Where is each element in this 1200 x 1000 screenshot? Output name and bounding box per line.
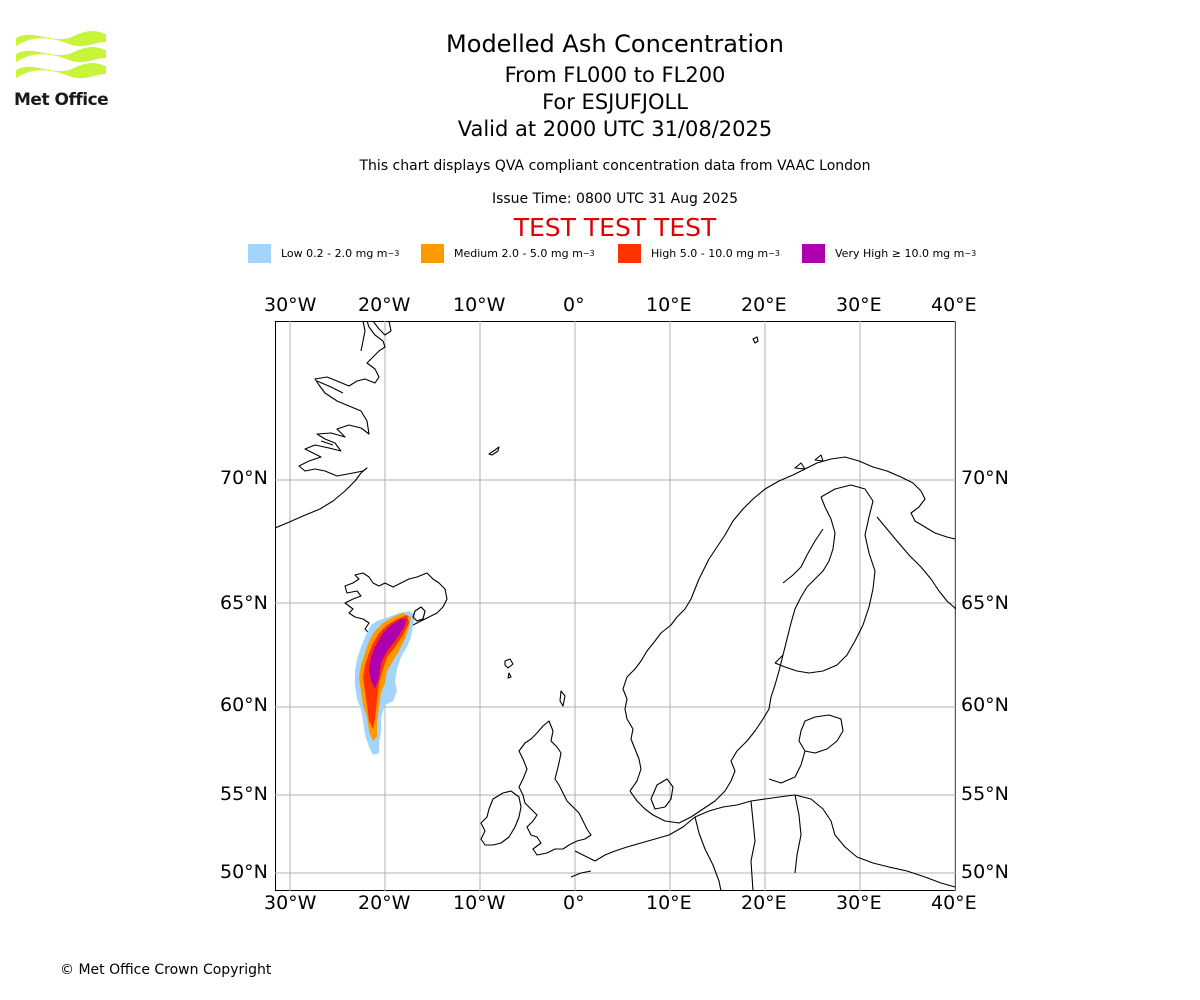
norway-island-1 <box>794 462 806 470</box>
lon-tick-bottom-40e: 40°E <box>931 892 977 914</box>
lat-tick-right-65n: 65°N <box>961 592 1009 614</box>
gulf-of-bothnia-west <box>806 496 836 588</box>
lat-tick-right-50n: 50°N <box>961 861 1009 883</box>
legend-item-high: High 5.0 - 10.0 mg m −3 <box>618 244 780 263</box>
finland-russia-border <box>876 516 956 610</box>
lon-tick-top-30e: 30°E <box>836 294 882 316</box>
lat-tick-left-70n: 70°N <box>220 467 268 489</box>
legend-item-very-high: Very High ≥ 10.0 mg m −3 <box>802 244 976 263</box>
legend-exp-high: −3 <box>768 249 780 258</box>
finland-border <box>774 484 876 674</box>
lon-tick-bottom-10w: 10°W <box>453 892 506 914</box>
lon-tick-top-30w: 30°W <box>264 294 317 316</box>
chart-title: Modelled Ash Concentration <box>446 30 784 58</box>
lat-tick-right-60n: 60°N <box>961 694 1009 716</box>
greenland-fjord <box>360 321 366 352</box>
shetland <box>559 690 566 707</box>
lat-tick-left-60n: 60°N <box>220 694 268 716</box>
greenland-north <box>372 321 392 336</box>
lon-tick-bottom-20w: 20°W <box>358 892 411 914</box>
legend-item-medium: Medium 2.0 - 5.0 mg m −3 <box>421 244 595 263</box>
lon-tick-top-10e: 10°E <box>646 294 692 316</box>
jan-mayen <box>488 446 500 456</box>
legend-swatch-very-high <box>802 244 825 263</box>
border-2 <box>750 800 756 891</box>
greenland-fjord-2 <box>316 380 344 394</box>
issue-time: Issue Time: 0800 UTC 31 Aug 2025 <box>491 191 739 207</box>
legend-exp-low: −3 <box>387 249 400 258</box>
finland-south <box>774 654 784 664</box>
sweden-east-coast <box>629 586 808 824</box>
border-1 <box>694 816 722 891</box>
baltic-states <box>798 714 844 754</box>
legend-label-medium: Medium 2.0 - 5.0 mg m <box>454 247 583 260</box>
chart-description: This chart displays QVA compliant concen… <box>359 158 871 174</box>
lat-tick-left-65n: 65°N <box>220 592 268 614</box>
ash-plume <box>355 611 415 755</box>
copyright-notice: © Met Office Crown Copyright <box>60 962 272 978</box>
logo-text: Met Office <box>14 90 109 110</box>
continental-europe <box>594 794 956 888</box>
bear-island <box>752 336 759 344</box>
lon-tick-bottom-20e: 20°E <box>741 892 787 914</box>
greenland-coast <box>275 321 386 529</box>
legend-swatch-medium <box>421 244 444 263</box>
test-banner: TEST TEST TEST <box>513 213 717 242</box>
met-office-logo: Met Office <box>14 28 109 114</box>
legend-label-high: High 5.0 - 10.0 mg m <box>651 247 769 260</box>
norway-island-2 <box>814 454 824 462</box>
legend-swatch-high <box>618 244 641 263</box>
lat-tick-left-55n: 55°N <box>220 783 268 805</box>
lat-tick-right-55n: 55°N <box>961 783 1009 805</box>
lon-tick-bottom-30e: 30°E <box>836 892 882 914</box>
met-office-waves-icon <box>16 30 106 79</box>
legend-label-very-high: Very High ≥ 10.0 mg m <box>835 247 965 260</box>
legend-label-low: Low 0.2 - 2.0 mg m <box>281 247 388 260</box>
map-frame <box>275 321 956 891</box>
france-coast-2 <box>570 870 592 878</box>
lon-tick-top-20e: 20°E <box>741 294 787 316</box>
ash-map <box>275 321 956 891</box>
gulf-of-bothnia-east <box>782 528 824 584</box>
denmark <box>650 778 674 810</box>
legend-exp-very-high: −3 <box>964 249 977 258</box>
france-coast <box>574 850 596 862</box>
lat-tick-right-70n: 70°N <box>961 467 1009 489</box>
lon-tick-bottom-0: 0° <box>563 892 585 914</box>
legend-exp-medium: −3 <box>582 249 595 258</box>
ireland <box>480 790 522 846</box>
lon-tick-top-10w: 10°W <box>453 294 506 316</box>
flight-level-range: From FL000 to FL200 <box>504 63 726 87</box>
border-3 <box>794 794 802 874</box>
volcano-name: For ESJUFJOLL <box>542 90 688 114</box>
lon-tick-bottom-10e: 10°E <box>646 892 692 914</box>
greenland-fjord-3 <box>320 440 334 446</box>
lon-tick-top-40e: 40°E <box>931 294 977 316</box>
faroe-islands <box>504 658 514 669</box>
valid-time: Valid at 2000 UTC 31/08/2025 <box>457 117 773 141</box>
scandinavia-north-coast <box>622 456 956 792</box>
lon-tick-bottom-30w: 30°W <box>264 892 317 914</box>
ash-very-high <box>369 619 407 689</box>
lon-tick-top-0: 0° <box>563 294 585 316</box>
lon-tick-top-20w: 20°W <box>358 294 411 316</box>
volcano-marker-icon <box>412 606 426 622</box>
lat-tick-left-50n: 50°N <box>220 861 268 883</box>
great-britain <box>518 720 592 856</box>
ash-high <box>363 615 409 729</box>
faroe-islands-south <box>507 672 512 679</box>
legend-item-low: Low 0.2 - 2.0 mg m −3 <box>248 244 399 263</box>
legend-swatch-low <box>248 244 271 263</box>
baltic-coast <box>768 750 806 784</box>
graticule <box>275 321 956 891</box>
